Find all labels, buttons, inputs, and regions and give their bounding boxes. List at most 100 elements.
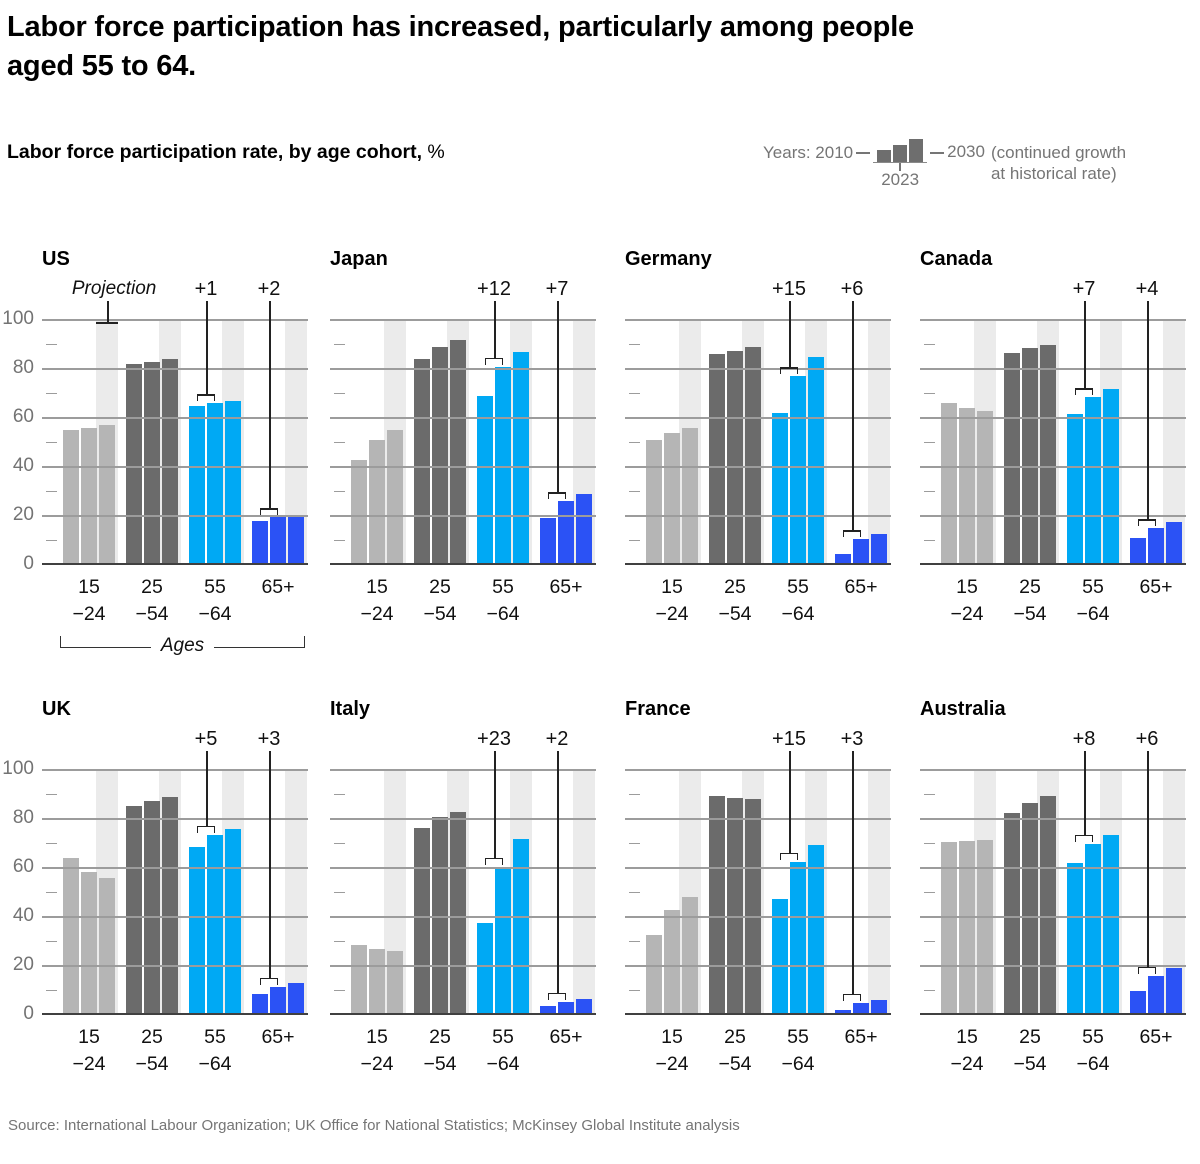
bar-25–54-2030 — [1040, 795, 1056, 1015]
x-axis-label-25−54: 25 −54 — [423, 1026, 457, 1075]
chart-germany: Germany 15 −24 25 −54 55 −64 65+ +15 +6 — [583, 240, 895, 680]
bar-25–54-2023 — [727, 350, 743, 565]
projection-band — [868, 320, 891, 565]
x-axis-label-55−64: 55 −64 — [198, 576, 232, 625]
delta-pointer-line — [1084, 751, 1086, 836]
bar-25–54-2030 — [450, 339, 466, 565]
chart-title-uk: UK — [42, 698, 71, 720]
bar-55–64-2010 — [189, 847, 205, 1015]
minor-tick-90 — [46, 793, 57, 796]
source-note: Source: International Labour Organizatio… — [8, 1117, 740, 1134]
chart-france: France 15 −24 25 −54 55 −64 65+ +15 +3 — [583, 690, 895, 1130]
x-axis-label-65+: 65+ — [549, 576, 583, 598]
chart-subtitle-unit-value: % — [427, 141, 445, 163]
delta-bracket-tick-right — [276, 508, 278, 516]
delta-label-canada-3: +4 — [1135, 278, 1159, 300]
delta-bracket-tick-left — [484, 357, 487, 365]
bar-15–24-2030 — [387, 951, 403, 1015]
gridline-60 — [330, 417, 596, 419]
x-axis-label-15−24: 15 −24 — [655, 576, 689, 625]
delta-pointer-line — [1084, 301, 1086, 390]
bar-15–24-2023 — [81, 427, 97, 565]
bar-55–64-2030 — [225, 400, 241, 565]
gridline-60 — [920, 417, 1186, 419]
gridline-80 — [42, 368, 308, 370]
minor-tick-50 — [46, 441, 57, 444]
x-axis-label-55−64: 55 −64 — [1076, 1026, 1110, 1075]
delta-bracket-tick-left — [484, 857, 487, 865]
minor-tick-50 — [334, 441, 345, 444]
projection-band — [1163, 770, 1186, 1015]
gridline-60 — [330, 867, 596, 869]
gridline-20 — [625, 965, 891, 967]
minor-tick-90 — [629, 343, 640, 346]
bar-25–54-2023 — [144, 361, 160, 565]
delta-bracket-tick-right — [501, 357, 503, 365]
legend-bar-2023 — [893, 144, 908, 162]
minor-tick-90 — [46, 343, 57, 346]
gridline-20 — [42, 515, 308, 517]
legend-connector-right — [930, 152, 945, 154]
minor-tick-30 — [46, 940, 57, 943]
legend-mini-baseline — [873, 161, 928, 163]
x-axis-label-55−64: 55 −64 — [781, 1026, 815, 1075]
legend-end-note: (continued growth at historical rate) — [991, 142, 1126, 184]
bar-15–24-2030 — [977, 839, 993, 1015]
minor-tick-90 — [924, 793, 935, 796]
gridline-40 — [330, 916, 596, 918]
minor-tick-30 — [924, 490, 935, 493]
delta-bracket-tick-right — [1154, 519, 1156, 527]
bar-15–24-2010 — [941, 403, 957, 565]
minor-tick-70 — [629, 842, 640, 845]
ages-bracket: Ages — [60, 633, 305, 656]
x-axis-label-25−54: 25 −54 — [718, 576, 752, 625]
bar-15–24-2030 — [977, 410, 993, 565]
x-axis-label-65+: 65+ — [261, 576, 295, 598]
delta-bracket-tick-left — [196, 394, 199, 402]
bar-15–24-2030 — [682, 897, 698, 1015]
chart-japan: Japan 15 −24 25 −54 55 −64 65+ +12 +7 — [288, 240, 600, 680]
x-axis-label-15−24: 15 −24 — [655, 1026, 689, 1075]
years-legend-row: Years: 2010 2023 2030 (continued growth … — [763, 138, 1195, 189]
gridline-80 — [920, 368, 1186, 370]
delta-bracket-tick-left — [1074, 388, 1077, 396]
x-axis-baseline — [42, 563, 308, 566]
x-axis-baseline — [920, 563, 1186, 566]
delta-bracket-tick-right — [1091, 834, 1093, 842]
bar-55–64-2023 — [1085, 397, 1101, 565]
delta-bracket-tick-right — [796, 367, 798, 375]
bar-15–24-2030 — [99, 877, 115, 1015]
bar-55–64-2023 — [495, 866, 511, 1015]
legend-mid-year: 2023 — [881, 170, 920, 189]
legend-end-note-line1: (continued growth — [990, 143, 1127, 162]
delta-bracket-tick-left — [547, 492, 550, 500]
bar-55–64-2030 — [1103, 388, 1119, 565]
legend-bar-2010 — [877, 149, 892, 162]
delta-pointer-line — [269, 301, 271, 510]
x-axis-label-25−54: 25 −54 — [718, 1026, 752, 1075]
bar-15–24-2023 — [81, 871, 97, 1015]
delta-pointer-line — [206, 301, 208, 396]
bar-15–24-2010 — [646, 935, 662, 1015]
bar-25–54-2030 — [745, 346, 761, 565]
bar-15–24-2023 — [959, 841, 975, 1015]
bar-65+-2030 — [871, 534, 887, 565]
delta-label-japan-3: +7 — [545, 278, 569, 300]
legend-2023-pointer — [899, 163, 901, 171]
delta-bracket-tick-right — [796, 852, 798, 860]
bar-65+-2030 — [288, 514, 304, 565]
delta-bracket-tick-right — [859, 993, 861, 1001]
bar-55–64-2030 — [513, 838, 529, 1015]
bar-65+-2023 — [270, 986, 286, 1015]
y-axis-label-0: 0 — [23, 553, 34, 574]
bar-65+-2010 — [540, 518, 556, 565]
minor-tick-30 — [334, 940, 345, 943]
delta-bracket-tick-right — [1091, 388, 1093, 396]
bar-55–64-2030 — [225, 828, 241, 1015]
delta-pointer-line — [852, 301, 854, 532]
chart-australia: Australia 15 −24 25 −54 55 −64 65+ +8 +6 — [878, 690, 1190, 1130]
delta-label-us-3: +2 — [257, 278, 281, 300]
delta-pointer-line — [789, 751, 791, 854]
delta-pointer-line — [557, 301, 559, 494]
delta-label-uk-2: +5 — [194, 728, 218, 750]
